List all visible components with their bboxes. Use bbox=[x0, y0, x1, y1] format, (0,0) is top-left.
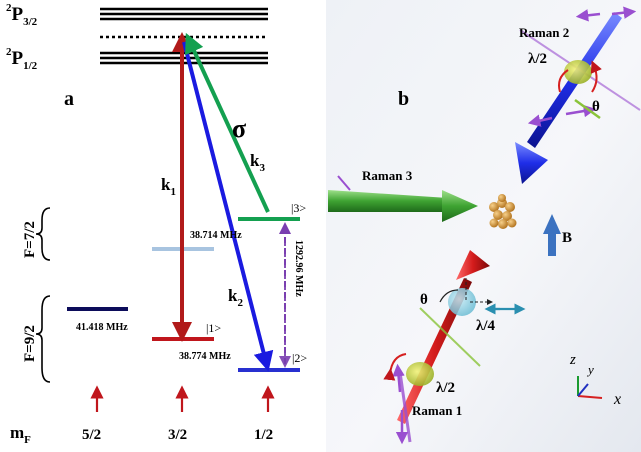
raman2-label: Raman 2 bbox=[519, 25, 569, 40]
mf-label: mF bbox=[10, 423, 31, 446]
mf-value-12: 1/2 bbox=[254, 427, 273, 443]
sigma-label: σ bbox=[232, 114, 246, 143]
freq-129296: 1292.96 MHz bbox=[293, 240, 304, 297]
f72-brace bbox=[35, 207, 51, 261]
ket2-label: |2> bbox=[292, 351, 307, 365]
f72-label: F=7/2 bbox=[22, 221, 38, 258]
b-field-arrow bbox=[543, 214, 561, 256]
k1-label: k1 bbox=[161, 175, 176, 198]
freq-38714: 38.714 MHz bbox=[190, 230, 242, 241]
quarter-wave-plate bbox=[448, 288, 476, 316]
raman1-polarization-arrows bbox=[392, 363, 409, 445]
f92-label: F=9/2 bbox=[22, 325, 38, 362]
panel-a-label: a bbox=[64, 88, 74, 110]
k2-label: k2 bbox=[228, 286, 243, 309]
freq-38774: 38.774 MHz bbox=[179, 351, 231, 362]
half-wave-plate-bottom bbox=[406, 362, 434, 386]
panel-b: b Raman 2 λ/2 θ Raman 3 bbox=[326, 0, 641, 452]
panel-a: 2P3/2 2P1/2 a k1 k2 k3 σ |3> |1> |2> 38.… bbox=[6, 2, 307, 446]
freq-41418: 41.418 MHz bbox=[76, 322, 128, 333]
atom-cloud bbox=[489, 194, 517, 229]
axis-x-label: x bbox=[613, 391, 621, 408]
half-wave-plate-top bbox=[564, 60, 592, 84]
theta-top-arc bbox=[558, 69, 569, 93]
coordinate-axes bbox=[577, 376, 603, 399]
raman3-label: Raman 3 bbox=[362, 168, 413, 183]
panel-b-label: b bbox=[398, 88, 409, 110]
mf-value-52: 5/2 bbox=[82, 427, 101, 443]
quarter-wave-label: λ/4 bbox=[476, 318, 496, 334]
b-field-label: B bbox=[562, 230, 572, 246]
k3-beam bbox=[185, 32, 270, 213]
k3-label: k3 bbox=[250, 151, 265, 174]
ket3-label: |3> bbox=[291, 201, 306, 215]
mf-value-32: 3/2 bbox=[168, 427, 187, 443]
raman1-beam bbox=[397, 250, 490, 443]
half-wave-bottom-rotation bbox=[383, 353, 407, 381]
raman3-beam bbox=[328, 175, 478, 222]
raman1-label: Raman 1 bbox=[412, 403, 462, 418]
ket1-label: |1> bbox=[206, 321, 221, 335]
p12-label: 2P1/2 bbox=[6, 46, 38, 72]
axis-y-label: y bbox=[586, 362, 594, 377]
axis-z-label: z bbox=[569, 352, 576, 368]
raman2-polarization-arrows bbox=[527, 6, 637, 127]
k2-beam bbox=[182, 41, 274, 372]
p32-label: 2P3/2 bbox=[6, 2, 38, 28]
half-wave-bottom-label: λ/2 bbox=[436, 380, 455, 396]
p32-levels bbox=[100, 7, 268, 21]
half-wave-top-label: λ/2 bbox=[528, 51, 547, 67]
f92-brace bbox=[35, 295, 51, 383]
theta-top-rotation bbox=[590, 60, 602, 93]
theta-top-label: θ bbox=[592, 99, 600, 115]
theta-bottom-label: θ bbox=[420, 292, 428, 308]
mf-arrows bbox=[90, 385, 275, 412]
theta-bottom-arc bbox=[439, 289, 459, 303]
